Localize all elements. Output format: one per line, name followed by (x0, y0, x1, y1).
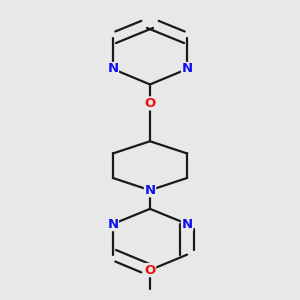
Text: N: N (107, 62, 118, 76)
Text: N: N (182, 62, 193, 76)
Text: O: O (144, 97, 156, 110)
Text: O: O (144, 264, 156, 277)
Text: N: N (144, 184, 156, 197)
Text: N: N (107, 218, 118, 230)
Text: N: N (182, 218, 193, 230)
